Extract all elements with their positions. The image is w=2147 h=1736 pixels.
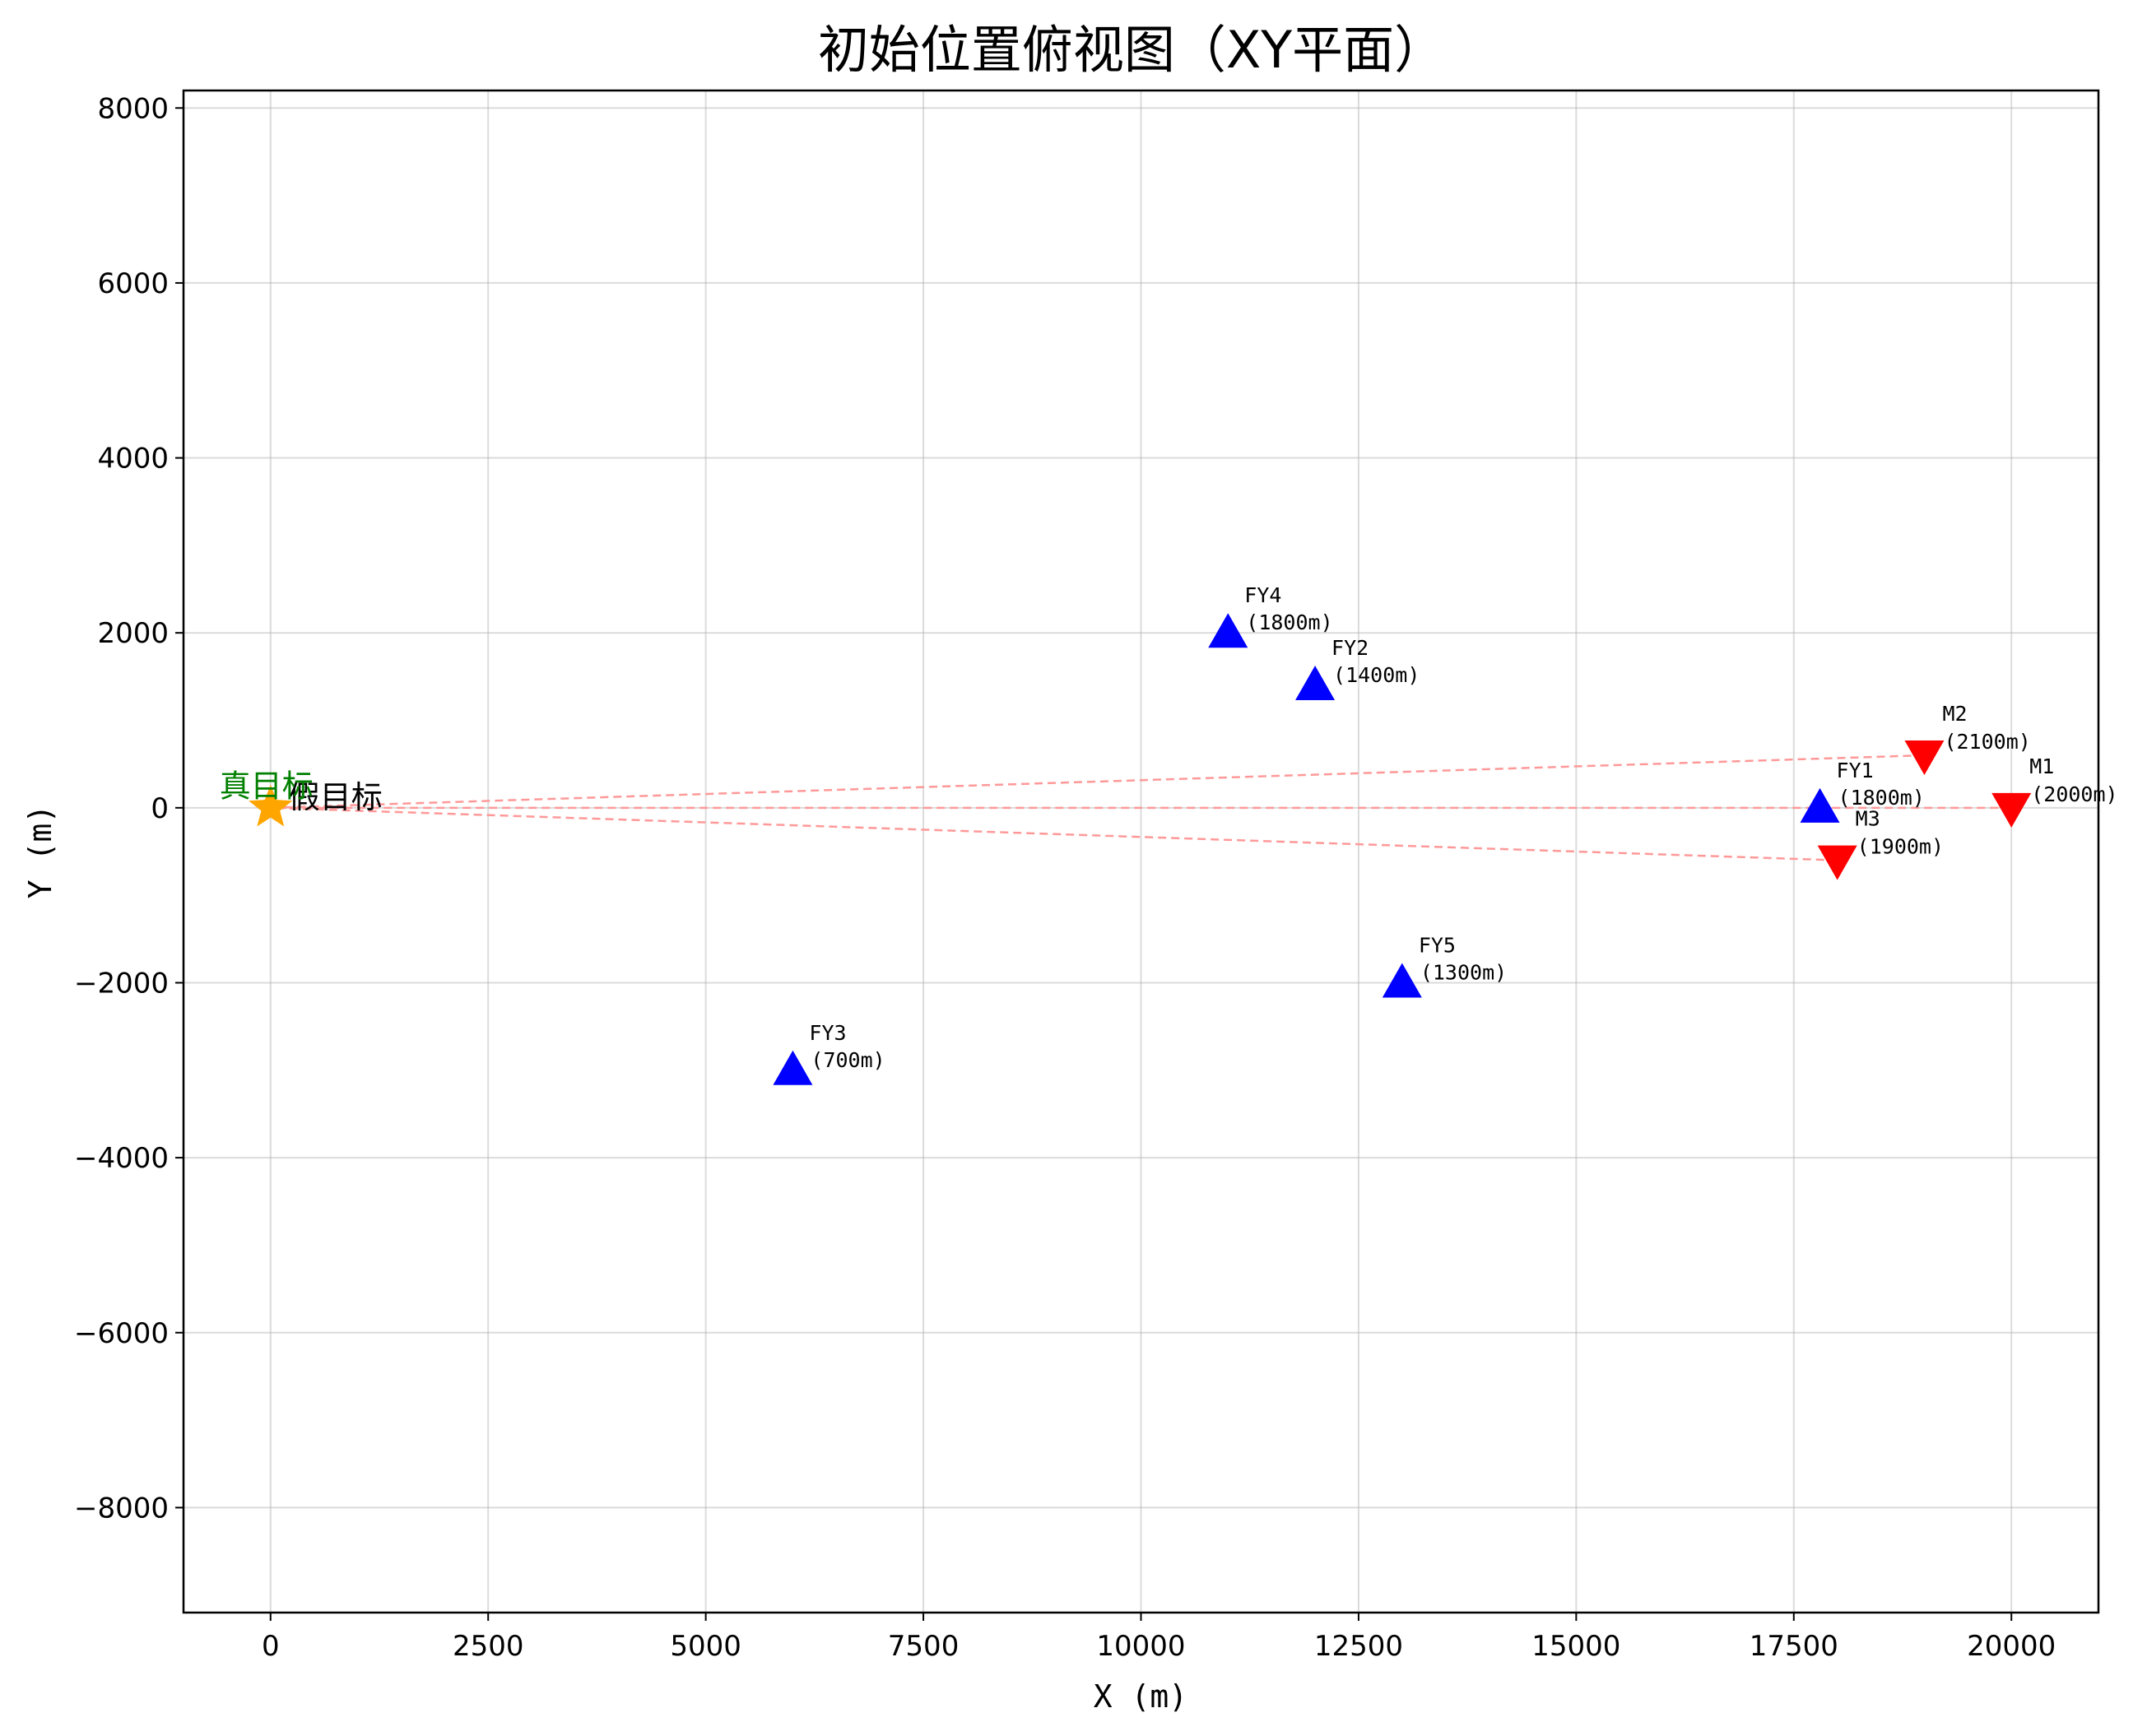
- y-tick-label: 6000: [97, 267, 169, 300]
- point-labels: FY1(1800m)FY2(1400m)FY3(700m)FY4(1800m)F…: [220, 583, 2118, 1072]
- y-tick-label: −4000: [74, 1142, 169, 1175]
- drone-label-fy5: FY5: [1419, 933, 1456, 957]
- missile-label-m1: M1: [2029, 754, 2054, 778]
- drone-marker-fy1: [1800, 787, 1840, 823]
- x-tick-label: 0: [262, 1630, 280, 1663]
- x-tick-label: 20000: [1967, 1630, 2056, 1663]
- missile-tracks: [270, 754, 2012, 861]
- missile-altitude-m2: (2100m): [1944, 730, 2030, 754]
- missile-label-m2: M2: [1942, 702, 1967, 726]
- grid: [184, 91, 2098, 1613]
- true-target-label: 真目标: [220, 768, 314, 805]
- drone-label-fy2: FY2: [1331, 636, 1369, 660]
- x-tick-label: 12500: [1314, 1630, 1403, 1663]
- missile-track-m3: [270, 806, 1838, 861]
- y-axis-label: Y (m): [22, 805, 58, 898]
- markers: [249, 613, 2032, 1085]
- drone-label-fy4: FY4: [1244, 583, 1281, 607]
- missile-label-m3: M3: [1856, 807, 1880, 831]
- drone-altitude-fy3: (700m): [811, 1048, 885, 1072]
- x-tick-label: 2500: [453, 1630, 524, 1663]
- y-tick-label: 8000: [97, 92, 169, 125]
- missile-marker-m1: [1991, 792, 2032, 828]
- drone-altitude-fy1: (1800m): [1838, 786, 1925, 810]
- missile-track-m2: [270, 754, 1925, 810]
- x-axis-ticks: 0 2500 5000 7500 10000 12500 15000 17500 20000: [262, 1613, 2056, 1663]
- x-tick-label: 10000: [1096, 1630, 1185, 1663]
- drone-marker-fy2: [1295, 665, 1336, 700]
- y-axis-ticks: −8000 −6000 −4000 −2000 0 2000 4000 6000 8000: [74, 92, 184, 1525]
- drone-marker-fy4: [1208, 613, 1248, 648]
- fake-target-label: 假目标: [289, 779, 383, 815]
- y-tick-label: −6000: [74, 1317, 169, 1350]
- x-tick-label: 15000: [1531, 1630, 1620, 1663]
- drone-altitude-fy4: (1800m): [1246, 610, 1332, 634]
- y-tick-label: 0: [151, 792, 169, 825]
- missile-altitude-m3: (1900m): [1857, 835, 1944, 859]
- y-tick-label: −2000: [74, 967, 169, 1000]
- missile-marker-m2: [1904, 740, 1945, 776]
- x-tick-label: 5000: [670, 1630, 741, 1663]
- drone-label-fy1: FY1: [1837, 759, 1874, 782]
- missile-altitude-m1: (2000m): [2031, 782, 2117, 806]
- y-tick-label: 2000: [97, 617, 169, 650]
- x-tick-label: 7500: [888, 1630, 960, 1663]
- drone-altitude-fy2: (1400m): [1333, 663, 1420, 687]
- drone-marker-fy5: [1382, 963, 1422, 998]
- drone-label-fy3: FY3: [809, 1021, 846, 1045]
- x-axis-label: X (m): [1094, 1678, 1187, 1715]
- y-tick-label: 4000: [97, 443, 169, 476]
- x-tick-label: 17500: [1750, 1630, 1838, 1663]
- chart-title: 初始位置俯视图（XY平面）: [818, 20, 1445, 80]
- missile-marker-m3: [1817, 845, 1857, 880]
- fake-target-star: [249, 784, 293, 827]
- drone-marker-fy3: [773, 1050, 813, 1085]
- drone-altitude-fy5: (1300m): [1420, 960, 1507, 984]
- y-tick-label: −8000: [74, 1492, 169, 1525]
